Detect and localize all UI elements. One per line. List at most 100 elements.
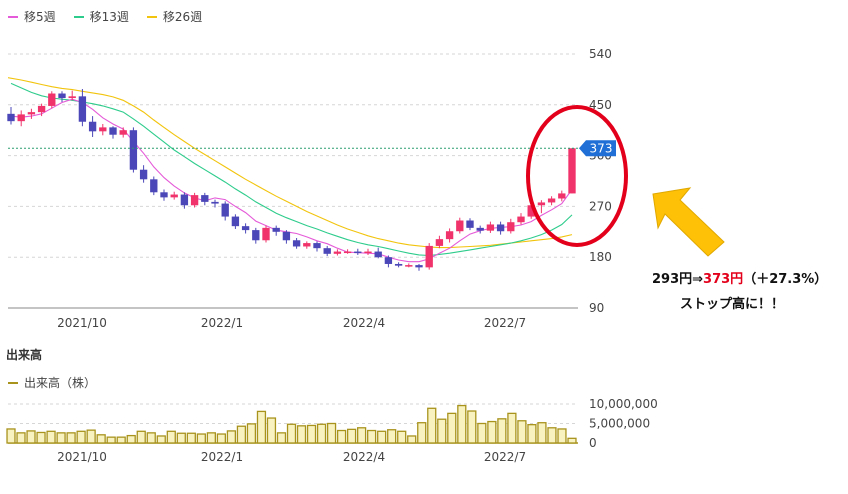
- candle: [537, 200, 546, 214]
- ma5-line: [10, 98, 573, 263]
- candle-body: [272, 227, 280, 232]
- volume-bar: [116, 436, 126, 444]
- candle: [384, 255, 393, 268]
- candle-body: [394, 263, 403, 266]
- volume-bar: [286, 423, 297, 444]
- ma26-line: [7, 77, 573, 249]
- candle: [547, 196, 556, 206]
- volume-bar: [176, 432, 186, 444]
- volume-bar: [76, 430, 86, 444]
- annotation-change-percent: （＋27.3%）: [743, 272, 828, 287]
- legend-ma5[interactable]: 移5週: [8, 8, 56, 25]
- candle: [99, 123, 107, 136]
- candle-body: [221, 203, 229, 217]
- legend-ma13[interactable]: 移13週: [73, 8, 129, 25]
- volume-x-label: 2022/7: [484, 450, 526, 464]
- legend-ma26[interactable]: 移26週: [146, 8, 203, 25]
- price-x-label: 2022/7: [484, 316, 526, 330]
- legend-ma5-label: 移5週: [24, 10, 56, 24]
- volume-bar: [216, 433, 227, 444]
- candle-body: [68, 96, 76, 99]
- candle: [456, 217, 464, 234]
- candle-body: [150, 179, 158, 193]
- candle: [354, 248, 362, 255]
- current-price-value: 373: [590, 141, 613, 155]
- candle-body: [303, 243, 311, 247]
- candle-body: [333, 251, 342, 254]
- volume-bar: [367, 429, 377, 444]
- candle-body: [190, 195, 199, 206]
- candle: [568, 148, 576, 194]
- candle-body: [568, 148, 576, 194]
- candle: [48, 91, 56, 109]
- volume-x-label: 2022/1: [201, 450, 243, 464]
- candle-body: [7, 113, 15, 122]
- candle-body: [211, 201, 219, 204]
- volume-bar: [126, 434, 136, 444]
- candle: [241, 223, 250, 234]
- candle-body: [37, 105, 46, 113]
- volume-bar: [467, 410, 477, 444]
- volume-bar: [487, 420, 497, 444]
- annotation-graphics: [526, 105, 725, 257]
- candle-body: [292, 240, 301, 247]
- candle: [558, 190, 566, 202]
- candle-body: [364, 251, 372, 254]
- annotation-price-to: 373円: [703, 272, 744, 287]
- volume-bar: [206, 432, 216, 444]
- candle: [323, 245, 331, 257]
- candle: [201, 192, 209, 206]
- price-tick-label: 180: [589, 250, 612, 264]
- price-tick-label: 540: [589, 47, 612, 61]
- volume-bar: [517, 420, 527, 444]
- candle-body: [88, 121, 97, 132]
- candle: [139, 165, 148, 183]
- candle-body: [507, 222, 515, 232]
- candlesticks: [7, 88, 576, 271]
- volume-tick-label: 0: [589, 436, 597, 450]
- volume-tick-label: 10,000,000: [589, 397, 658, 411]
- price-x-label: 2021/10: [57, 316, 107, 330]
- candle: [364, 248, 372, 255]
- legend-ma5-swatch: [8, 15, 18, 18]
- candle: [435, 235, 444, 249]
- volume-bar: [226, 430, 237, 444]
- candle-body: [231, 216, 240, 227]
- volume-x-label: 2022/4: [343, 450, 385, 464]
- price-x-label: 2022/4: [343, 316, 385, 330]
- volume-bar: [547, 427, 557, 444]
- candle: [425, 243, 433, 270]
- candle: [282, 230, 291, 244]
- volume-bar: [387, 429, 397, 444]
- highlight-circle: [526, 105, 628, 247]
- moving-average-lines: [7, 77, 573, 263]
- candle: [313, 241, 321, 252]
- candle-body: [313, 243, 321, 249]
- legend-ma26-label: 移26週: [162, 10, 203, 24]
- candle: [88, 116, 97, 137]
- volume-bar: [447, 412, 457, 444]
- volume-legend-swatch: [8, 381, 18, 384]
- volume-bar: [497, 418, 507, 444]
- volume-bar: [256, 410, 267, 444]
- volume-bar: [56, 432, 66, 444]
- volume-bar: [437, 418, 447, 444]
- candle: [170, 191, 178, 200]
- candle: [129, 127, 138, 173]
- candle-body: [99, 127, 107, 132]
- volume-bar: [236, 425, 247, 444]
- volume-bar: [356, 427, 367, 444]
- candle-body: [109, 127, 117, 135]
- candle-body: [374, 251, 382, 258]
- price-x-label: 2022/1: [201, 316, 243, 330]
- candle: [37, 103, 46, 117]
- candle: [231, 214, 240, 229]
- current-price-marker: 373: [8, 140, 616, 157]
- annotation-price-from: 293円: [652, 272, 693, 287]
- volume-bar: [427, 407, 437, 444]
- candle-body: [547, 198, 556, 203]
- candle-body: [241, 226, 250, 231]
- candle-body: [17, 114, 25, 122]
- volume-bar: [196, 433, 206, 444]
